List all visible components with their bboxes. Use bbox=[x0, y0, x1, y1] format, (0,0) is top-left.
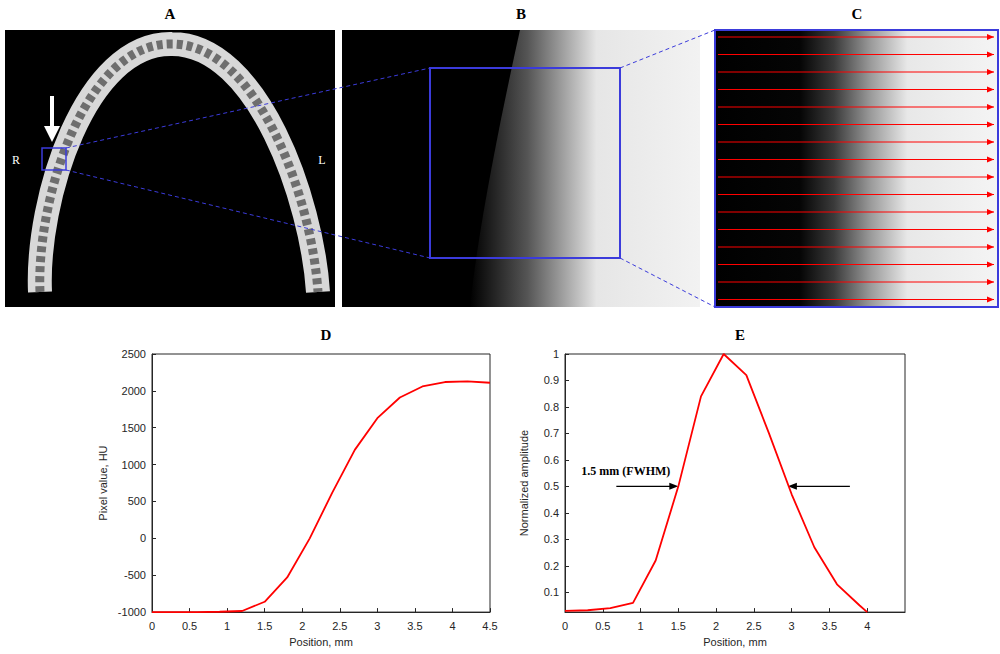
svg-text:L: L bbox=[318, 153, 325, 167]
svg-text:R: R bbox=[12, 153, 20, 167]
svg-text:0.8: 0.8 bbox=[544, 401, 559, 413]
svg-text:500: 500 bbox=[128, 495, 146, 507]
svg-text:4.5: 4.5 bbox=[482, 620, 497, 632]
svg-text:2: 2 bbox=[713, 620, 719, 632]
svg-text:1000: 1000 bbox=[122, 459, 146, 471]
svg-text:0: 0 bbox=[140, 532, 146, 544]
svg-text:Normalized amplitude: Normalized amplitude bbox=[518, 430, 530, 536]
svg-text:0.5: 0.5 bbox=[595, 620, 610, 632]
svg-text:0.5: 0.5 bbox=[182, 620, 197, 632]
svg-text:0: 0 bbox=[149, 620, 155, 632]
svg-text:4: 4 bbox=[449, 620, 455, 632]
svg-text:0.5: 0.5 bbox=[544, 480, 559, 492]
svg-text:Position, mm: Position, mm bbox=[703, 636, 767, 648]
svg-text:0.1: 0.1 bbox=[544, 586, 559, 598]
svg-text:-1000: -1000 bbox=[118, 606, 146, 618]
svg-text:-500: -500 bbox=[124, 569, 146, 581]
svg-text:3.5: 3.5 bbox=[407, 620, 422, 632]
svg-text:0.4: 0.4 bbox=[544, 507, 559, 519]
svg-text:0.6: 0.6 bbox=[544, 454, 559, 466]
svg-text:1: 1 bbox=[637, 620, 643, 632]
svg-text:2.5: 2.5 bbox=[332, 620, 347, 632]
svg-text:0.9: 0.9 bbox=[544, 374, 559, 386]
svg-text:2.5: 2.5 bbox=[746, 620, 761, 632]
svg-text:1.5 mm (FWHM): 1.5 mm (FWHM) bbox=[581, 464, 670, 478]
svg-text:C: C bbox=[852, 6, 863, 22]
svg-text:3.5: 3.5 bbox=[822, 620, 837, 632]
svg-text:0.3: 0.3 bbox=[544, 533, 559, 545]
svg-text:1.5: 1.5 bbox=[257, 620, 272, 632]
svg-text:3: 3 bbox=[374, 620, 380, 632]
svg-text:E: E bbox=[735, 327, 745, 343]
svg-text:0.7: 0.7 bbox=[544, 427, 559, 439]
svg-text:3: 3 bbox=[789, 620, 795, 632]
svg-text:1.5: 1.5 bbox=[671, 620, 686, 632]
svg-text:4: 4 bbox=[864, 620, 870, 632]
svg-text:Pixel value, HU: Pixel value, HU bbox=[97, 445, 109, 520]
svg-text:A: A bbox=[165, 6, 176, 22]
svg-text:2000: 2000 bbox=[122, 385, 146, 397]
svg-text:0.2: 0.2 bbox=[544, 560, 559, 572]
svg-text:1: 1 bbox=[553, 348, 559, 360]
svg-text:1: 1 bbox=[224, 620, 230, 632]
svg-text:0: 0 bbox=[562, 620, 568, 632]
svg-text:2500: 2500 bbox=[122, 348, 146, 360]
svg-text:1500: 1500 bbox=[122, 422, 146, 434]
svg-text:2: 2 bbox=[299, 620, 305, 632]
svg-text:B: B bbox=[516, 6, 526, 22]
svg-text:D: D bbox=[321, 327, 332, 343]
svg-text:Position, mm: Position, mm bbox=[289, 636, 353, 648]
